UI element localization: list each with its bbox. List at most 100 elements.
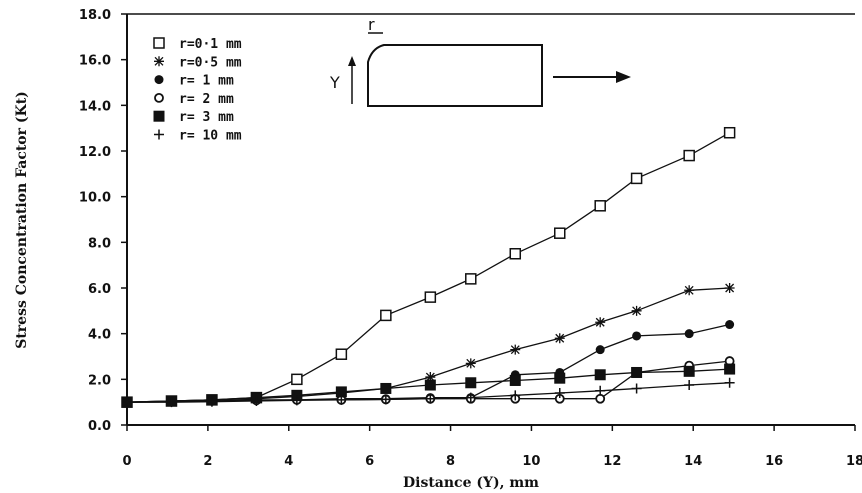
y-tick-label: 12.0 bbox=[79, 145, 111, 160]
legend-marker-icon bbox=[154, 56, 164, 67]
data-point bbox=[684, 285, 695, 296]
legend-label: r=0·5 mm bbox=[179, 55, 242, 70]
data-point bbox=[166, 397, 177, 408]
data-point bbox=[554, 372, 566, 384]
x-tick-label: 14 bbox=[684, 454, 702, 469]
data-point bbox=[291, 395, 302, 406]
data-point bbox=[631, 366, 643, 378]
legend-label: r=0·1 mm bbox=[179, 37, 242, 52]
inset-radius-label: r bbox=[368, 15, 375, 34]
data-point bbox=[595, 385, 606, 396]
legend-entry: r=0·1 mm bbox=[153, 37, 242, 52]
legend-entry: r= 10 mm bbox=[154, 129, 242, 144]
legend-marker-icon bbox=[154, 129, 164, 140]
y-tick-label: 4.0 bbox=[88, 328, 111, 343]
data-point bbox=[725, 320, 735, 330]
legend-label: r= 10 mm bbox=[179, 129, 242, 144]
data-point bbox=[335, 348, 348, 360]
x-tick-label: 16 bbox=[765, 454, 783, 469]
legend-entry: r=0·5 mm bbox=[154, 55, 242, 70]
legend-entry: r= 2 mm bbox=[154, 92, 234, 107]
series-1 bbox=[121, 126, 736, 408]
data-point bbox=[122, 397, 132, 408]
legend-entry: r= 1 mm bbox=[154, 74, 234, 89]
data-point bbox=[630, 172, 643, 185]
series-layer bbox=[121, 126, 736, 408]
data-point bbox=[595, 317, 606, 328]
axes: 0 2 4 6 8 10 12 14 16 18 0.0 2.0 4.0 6.0 8.0 10.0 12.0 14… bbox=[14, 8, 862, 491]
y-tick-label: 8.0 bbox=[88, 236, 111, 251]
x-axis-title: Distance (Y), mm bbox=[403, 475, 539, 491]
data-point bbox=[509, 374, 521, 386]
data-point bbox=[425, 372, 436, 383]
data-point bbox=[594, 200, 606, 212]
data-point bbox=[554, 388, 565, 399]
data-point bbox=[336, 394, 347, 405]
data-point bbox=[554, 333, 565, 344]
data-point bbox=[465, 273, 477, 285]
data-point bbox=[206, 396, 217, 407]
legend-marker-icon bbox=[154, 75, 164, 85]
x-tick-label: 0 bbox=[122, 454, 131, 469]
data-point bbox=[425, 393, 436, 404]
legend: r=0·1 mm r=0·5 mm r= 1 mm r= 2 mm r= 3 mm r= … bbox=[153, 37, 242, 144]
y-tick-label: 10.0 bbox=[79, 191, 111, 206]
data-point bbox=[724, 377, 735, 388]
data-point bbox=[683, 365, 695, 377]
x-tick-label: 18 bbox=[846, 454, 862, 469]
y-tick-label: 0.0 bbox=[88, 419, 111, 434]
legend-marker-icon bbox=[153, 37, 165, 49]
data-point bbox=[465, 377, 477, 389]
data-point bbox=[684, 380, 695, 391]
data-point bbox=[684, 329, 694, 339]
data-point bbox=[424, 379, 436, 391]
y-tick-label: 2.0 bbox=[88, 373, 111, 388]
specimen-outline bbox=[367, 44, 543, 107]
x-tick-label: 4 bbox=[284, 454, 293, 469]
y-axis-title: Stress Concentration Factor (Kt) bbox=[14, 91, 30, 349]
data-point bbox=[724, 283, 735, 293]
data-point bbox=[724, 363, 736, 375]
x-tick-label: 12 bbox=[603, 454, 621, 469]
direction-arrow-head-icon bbox=[616, 71, 631, 83]
data-point bbox=[380, 309, 392, 322]
data-point bbox=[509, 248, 522, 260]
y-tick-label: 16.0 bbox=[79, 54, 111, 69]
data-point bbox=[510, 344, 521, 355]
data-point bbox=[631, 383, 642, 394]
legend-label: r= 1 mm bbox=[179, 74, 234, 89]
inset-y-label: Y bbox=[329, 73, 340, 92]
data-point bbox=[510, 390, 521, 401]
y-tick-label: 14.0 bbox=[79, 99, 111, 114]
data-point bbox=[424, 291, 437, 303]
data-point bbox=[595, 345, 605, 355]
data-point bbox=[595, 393, 606, 404]
data-point bbox=[251, 396, 262, 407]
x-tick-label: 10 bbox=[522, 454, 540, 469]
series-6 bbox=[122, 377, 735, 408]
y-tick-label: 6.0 bbox=[88, 282, 111, 297]
data-point bbox=[723, 126, 736, 139]
data-point bbox=[465, 392, 476, 403]
series-3 bbox=[122, 320, 735, 407]
legend-entry: r= 3 mm bbox=[153, 110, 234, 125]
data-point bbox=[291, 373, 303, 386]
data-point bbox=[683, 149, 695, 162]
data-point bbox=[631, 305, 642, 316]
legend-marker-icon bbox=[154, 93, 164, 103]
legend-label: r= 3 mm bbox=[179, 110, 234, 125]
x-tick-label: 6 bbox=[365, 454, 374, 469]
data-point bbox=[632, 331, 642, 341]
data-point bbox=[554, 227, 566, 239]
legend-marker-icon bbox=[153, 110, 165, 122]
data-point bbox=[380, 382, 392, 394]
x-tick-label: 8 bbox=[446, 454, 455, 469]
y-arrow-head-icon bbox=[348, 56, 356, 66]
data-point bbox=[594, 369, 606, 381]
data-point bbox=[380, 394, 391, 405]
y-tick-label: 18.0 bbox=[79, 8, 111, 23]
x-tick-label: 2 bbox=[203, 454, 212, 469]
specimen-inset-diagram: r Y bbox=[329, 15, 631, 107]
legend-label: r= 2 mm bbox=[179, 92, 234, 107]
